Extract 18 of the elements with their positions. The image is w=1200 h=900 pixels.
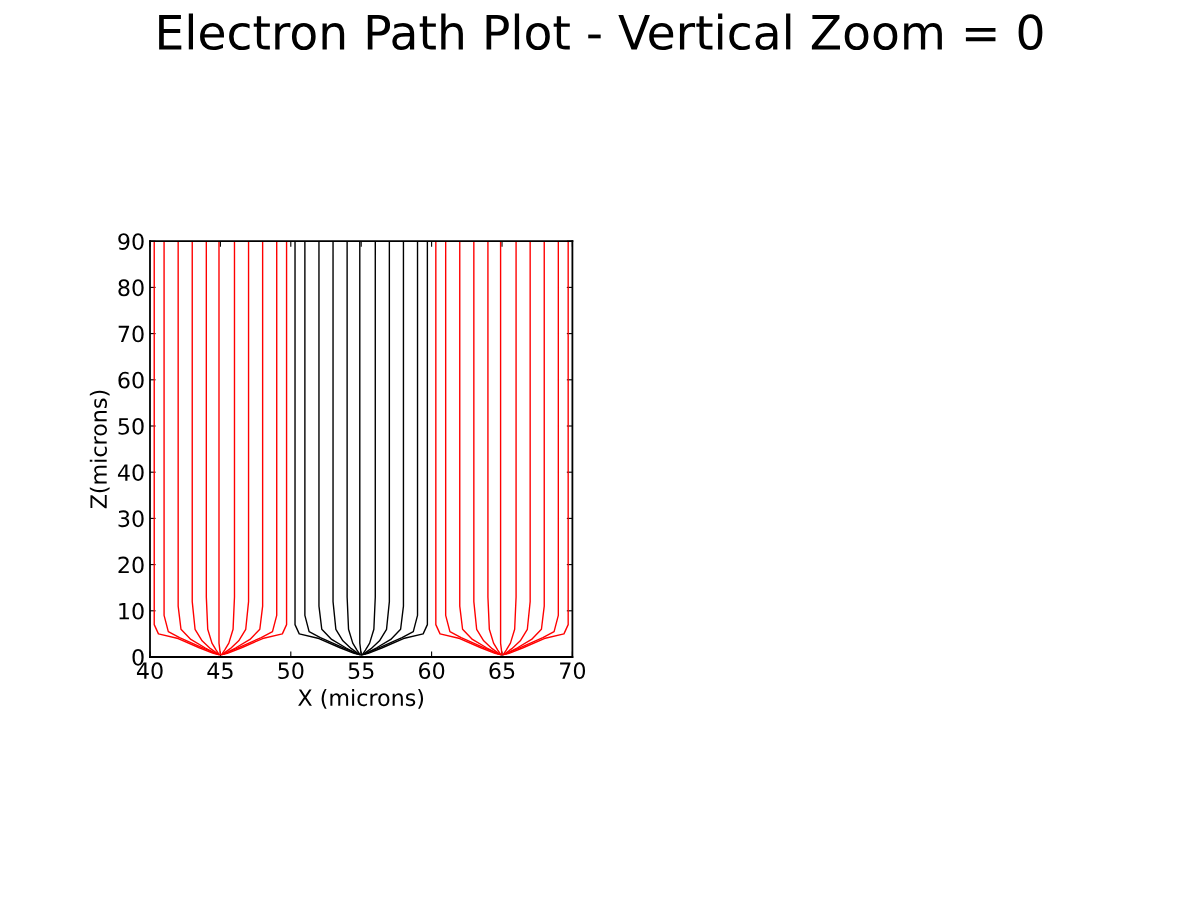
y-tick-label: 40 [117, 464, 144, 481]
y-tick-label: 70 [118, 325, 144, 343]
y-tick-label: 90 [118, 233, 144, 250]
y-tick-label: 60 [118, 371, 144, 389]
chart-title: Electron Path Plot - Vertical Zoom = 0 [159, 13, 1043, 51]
x-tick-label: 55 [348, 662, 374, 680]
y-tick-label: 50 [118, 417, 144, 435]
x-tick-label: 60 [419, 662, 445, 680]
y-tick-label: 30 [118, 510, 144, 528]
x-tick-label: 45 [207, 662, 233, 680]
y-tick-label: 80 [118, 279, 144, 297]
y-tick-label: 20 [118, 556, 144, 574]
y-axis-title: Z(microns) [89, 390, 110, 509]
y-tick-label: 10 [119, 602, 144, 620]
x-tick-label: 50 [278, 662, 304, 680]
x-tick-label: 70 [560, 662, 586, 680]
x-tick-label: 65 [489, 662, 515, 680]
x-axis-title: X (microns) [298, 688, 424, 709]
